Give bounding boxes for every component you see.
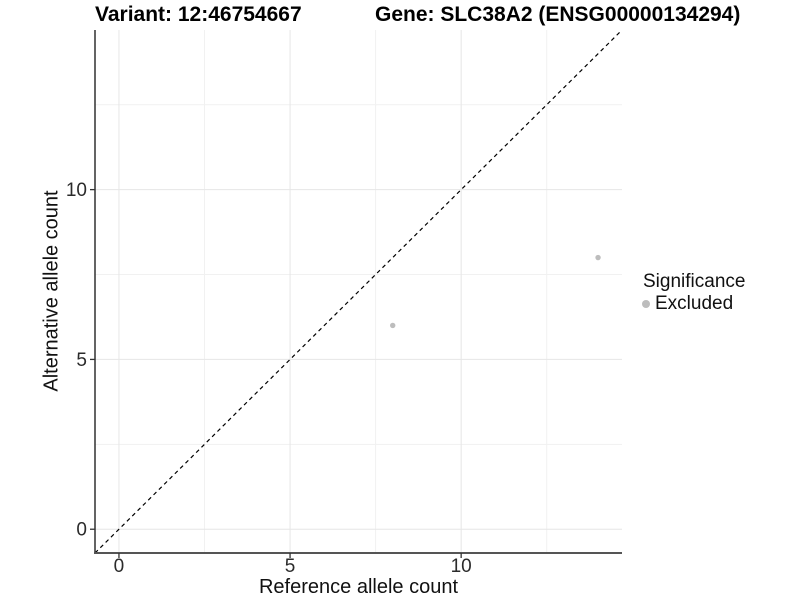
- legend: Significance Excluded: [642, 271, 745, 314]
- legend-point-swatch-icon: [642, 299, 650, 308]
- variant-title: Variant: 12:46754667: [95, 3, 302, 26]
- y-tick-label: 10: [66, 180, 87, 201]
- x-tick-label: 0: [114, 556, 125, 577]
- gene-title: Gene: SLC38A2 (ENSG00000134294): [375, 3, 741, 26]
- legend-entry: Excluded: [642, 293, 745, 314]
- y-tick-label: 5: [76, 350, 87, 371]
- y-axis-title: Alternative allele count: [40, 190, 63, 392]
- legend-entry-label: Excluded: [655, 293, 734, 314]
- data-point: [390, 322, 396, 329]
- y-tick-label: 0: [76, 520, 87, 541]
- identity-reference-line: [94, 29, 623, 554]
- x-tick-label: 10: [451, 556, 472, 577]
- data-point: [595, 254, 601, 261]
- x-axis-title: Reference allele count: [258, 576, 458, 598]
- x-tick-label: 5: [285, 556, 296, 577]
- legend-title: Significance: [643, 271, 746, 292]
